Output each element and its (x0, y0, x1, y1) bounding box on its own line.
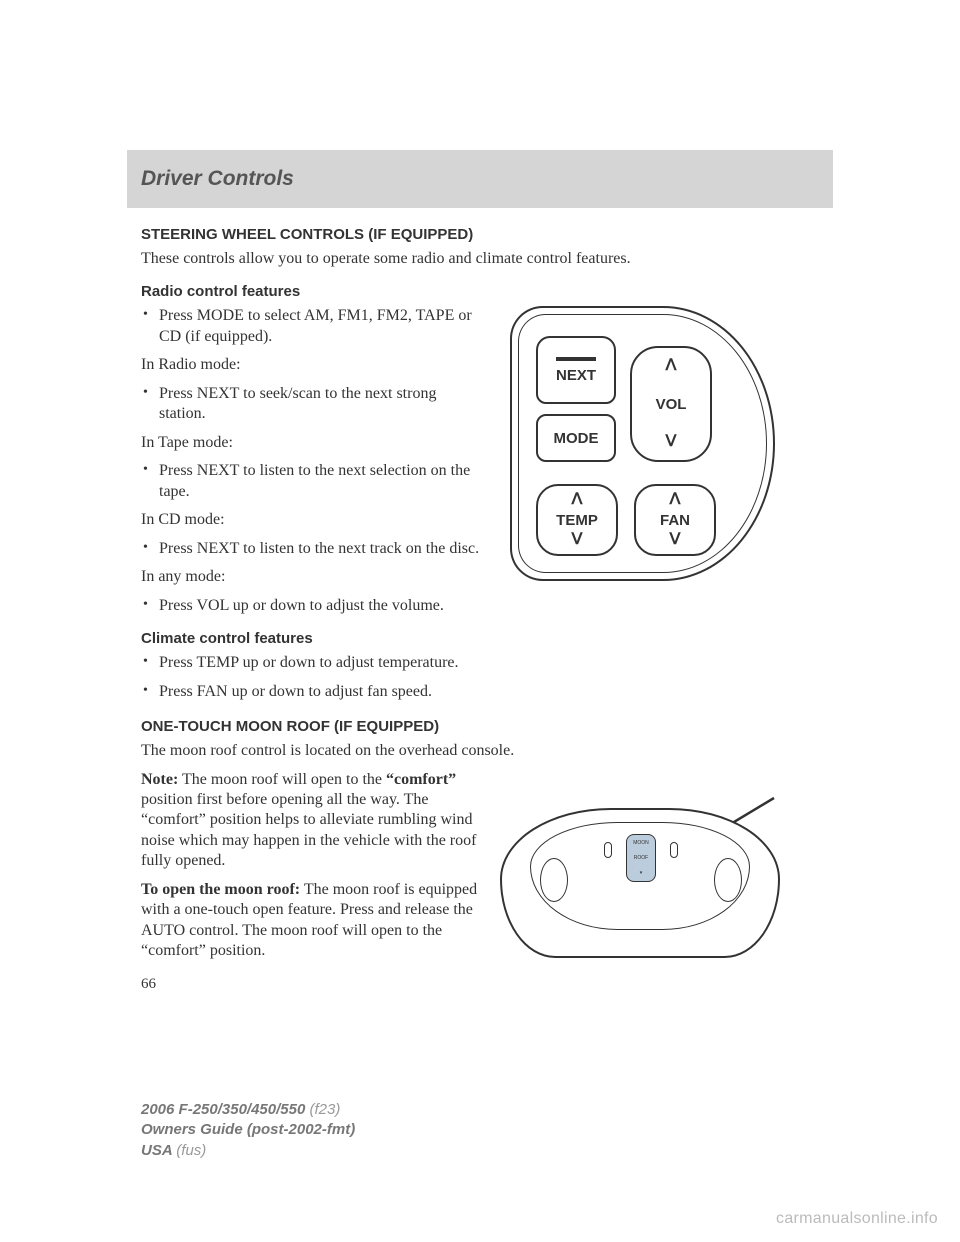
radio-list-5: Press VOL up or down to adjust the volum… (141, 596, 825, 616)
moonroof-intro: The moon roof control is located on the … (141, 741, 825, 761)
footer-line-3: USA (fus) (141, 1141, 355, 1161)
label-tape-mode: In Tape mode: (141, 433, 481, 453)
footer-model: 2006 F-250/350/450/550 (141, 1101, 309, 1118)
chevron-down-icon: ᐯ (666, 434, 677, 450)
note-body-2: position first before opening all the wa… (141, 791, 476, 869)
next-bar-icon (556, 357, 596, 361)
led-right-icon (670, 842, 678, 858)
page-number: 66 (141, 976, 825, 993)
note-body-1: The moon roof will open to the (178, 771, 386, 788)
footer: 2006 F-250/350/450/550 (f23) Owners Guid… (127, 1100, 355, 1161)
footer-code-2: (fus) (176, 1142, 206, 1159)
section-header-title: Driver Controls (141, 167, 294, 191)
fan-label: FAN (660, 512, 690, 529)
footer-guide: Owners Guide (post-2002-fmt) (141, 1121, 355, 1138)
mode-label: MODE (554, 430, 599, 447)
temp-button-icon: ᐱ TEMP ᐯ (536, 484, 618, 556)
climate-bullet-temp: Press TEMP up or down to adjust temperat… (141, 653, 825, 673)
watermark: carmanualsonline.info (776, 1210, 938, 1228)
footer-line-2: Owners Guide (post-2002-fmt) (141, 1120, 355, 1140)
maplight-right-icon (714, 858, 742, 902)
radio-bullet-mode: Press MODE to select AM, FM1, FM2, TAPE … (141, 306, 481, 347)
label-any-mode: In any mode: (141, 567, 481, 587)
label-radio-mode: In Radio mode: (141, 355, 481, 375)
chevron-down-icon: ᐯ (670, 532, 681, 548)
moonroof-switch-icon: MOON ROOF ▾ (626, 834, 656, 882)
moonroof-diagram: MOON ROOF ▾ (500, 786, 785, 961)
vol-label: VOL (656, 396, 687, 413)
radio-bullet-next-tape: Press NEXT to listen to the next selecti… (141, 461, 481, 502)
footer-line-1: 2006 F-250/350/450/550 (f23) (141, 1100, 355, 1120)
radio-bullet-next-cd: Press NEXT to listen to the next track o… (141, 539, 481, 559)
open-label: To open the moon roof: (141, 881, 300, 898)
heading-steering: STEERING WHEEL CONTROLS (IF EQUIPPED) (141, 226, 825, 243)
radio-bullet-next-seek: Press NEXT to seek/scan to the next stro… (141, 384, 481, 425)
note-label: Note: (141, 771, 178, 788)
vol-button-icon: ᐱ VOL ᐯ (630, 346, 712, 462)
section-header-bar: Driver Controls (127, 150, 833, 208)
note-bold: “comfort” (386, 771, 456, 788)
heading-climate: Climate control features (141, 630, 825, 647)
moonroof-note: Note: The moon roof will open to the “co… (141, 770, 481, 872)
footer-region: USA (141, 1142, 176, 1159)
switch-label-top: MOON (633, 840, 649, 846)
heading-moonroof: ONE-TOUCH MOON ROOF (IF EQUIPPED) (141, 718, 825, 735)
chevron-up-icon: ᐱ (572, 492, 583, 508)
mode-button-icon: MODE (536, 414, 616, 462)
temp-label: TEMP (556, 512, 598, 529)
intro-text: These controls allow you to operate some… (141, 249, 825, 269)
footer-code-1: (f23) (309, 1101, 340, 1118)
radio-bullet-vol: Press VOL up or down to adjust the volum… (141, 596, 481, 616)
climate-list: Press TEMP up or down to adjust temperat… (141, 653, 825, 702)
heading-radio: Radio control features (141, 283, 825, 300)
steering-controls-diagram: NEXT MODE ᐱ VOL ᐯ ᐱ TEMP ᐯ ᐱ FAN ᐯ (510, 306, 775, 591)
moonroof-open: To open the moon roof: The moon roof is … (141, 880, 481, 962)
chevron-down-icon: ᐯ (572, 532, 583, 548)
climate-bullet-fan: Press FAN up or down to adjust fan speed… (141, 682, 825, 702)
switch-label-mid: ROOF (634, 855, 648, 861)
chevron-up-icon: ᐱ (666, 358, 677, 374)
led-left-icon (604, 842, 612, 858)
chevron-up-icon: ᐱ (670, 492, 681, 508)
label-cd-mode: In CD mode: (141, 510, 481, 530)
fan-button-icon: ᐱ FAN ᐯ (634, 484, 716, 556)
maplight-left-icon (540, 858, 568, 902)
next-button-icon: NEXT (536, 336, 616, 404)
next-label: NEXT (556, 367, 596, 384)
switch-dot-icon: ▾ (640, 870, 643, 876)
